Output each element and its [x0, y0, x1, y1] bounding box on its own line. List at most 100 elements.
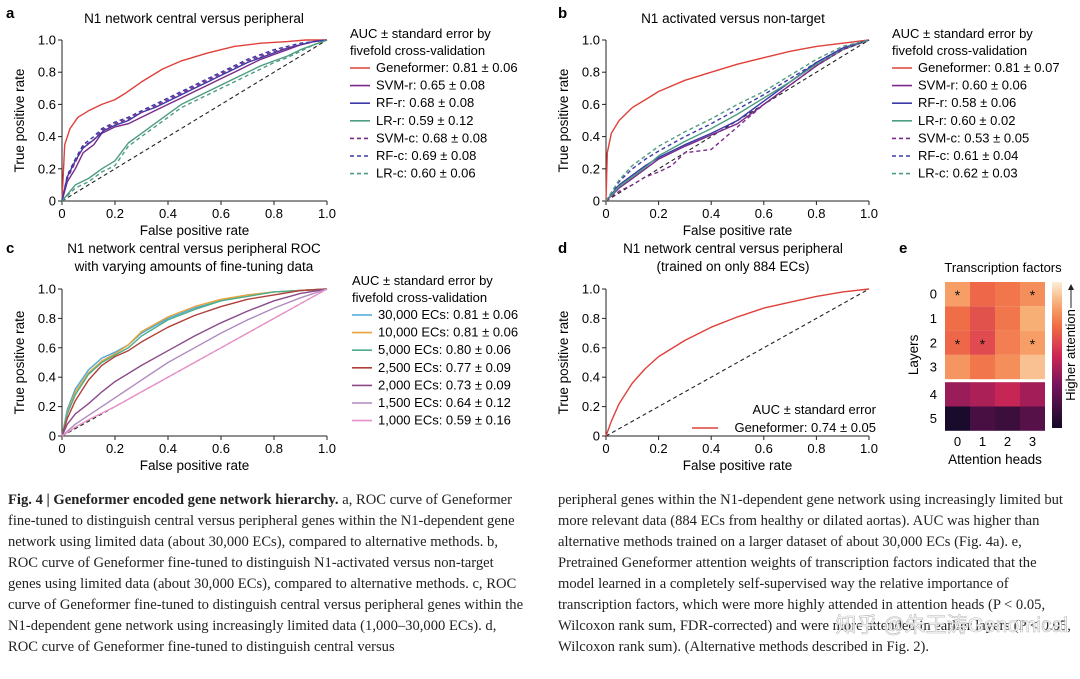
panel-c: c N1 network central versus peripheral R… [6, 240, 518, 473]
x-tick-label: 0.2 [106, 441, 124, 456]
heatmap-cell [1020, 330, 1045, 355]
legend-label: 1,000 ECs: 0.59 ± 0.16 [378, 413, 511, 428]
chance-diagonal [61, 39, 328, 202]
x-tick-label: 0.4 [702, 441, 720, 456]
series-line [605, 39, 870, 202]
panel-c-title-2: with varying amounts of fine-tuning data [74, 259, 314, 274]
heatmap-cell [945, 354, 970, 380]
heatmap-cell [970, 382, 995, 407]
y-tick-label: 1.0 [582, 33, 600, 48]
legend-label: Geneformer: 0.74 ± 0.05 [734, 420, 876, 435]
legend-label: SVM-c: 0.68 ± 0.08 [376, 130, 487, 145]
panel-b: b N1 activated versus non-target AUC ± s… [556, 5, 1060, 238]
heatmap-cell [945, 306, 970, 331]
panel-c-legend-title-2: fivefold cross-validation [352, 290, 487, 305]
y-tick-label: 0.2 [38, 161, 56, 176]
legend-label: SVM-r: 0.60 ± 0.06 [918, 78, 1027, 93]
panel-e: e Transcription factors 0 1 2 3 4 5 * * * * * 0 1 2 3 At… [899, 240, 1078, 467]
y-tick-label: 0 [593, 194, 600, 209]
panel-d: d N1 network central versus peripheral (… [556, 240, 878, 473]
x-tick-label: 0.2 [650, 206, 668, 221]
y-tick-label: 1.0 [38, 282, 56, 297]
heatmap-cell [995, 282, 1020, 307]
x-tick-label: 0.2 [650, 441, 668, 456]
series-line [61, 288, 328, 437]
legend-label: 2,000 ECs: 0.73 ± 0.09 [378, 377, 511, 392]
panel-b-legend: Geneformer: 0.81 ± 0.07 SVM-r: 0.60 ± 0.0… [892, 60, 1060, 181]
significance-marker: * [980, 336, 986, 352]
y-tick-label: 0.4 [38, 370, 56, 385]
series-line [61, 39, 328, 202]
panel-b-title: N1 activated versus non-target [641, 11, 825, 26]
heatmap-row-label: 5 [930, 411, 937, 426]
heatmap-col-label: 1 [979, 434, 986, 449]
y-tick-label: 0 [49, 429, 56, 444]
y-tick-label: 0.8 [582, 65, 600, 80]
heatmap-row-label: 2 [930, 335, 937, 350]
x-tick-label: 0 [602, 441, 609, 456]
y-tick-label: 1.0 [582, 282, 600, 297]
y-tick-label: 0.4 [38, 129, 56, 144]
legend-label: 10,000 ECs: 0.81 ± 0.06 [378, 325, 518, 340]
heatmap-cell [945, 282, 970, 307]
y-tick-label: 0.6 [38, 97, 56, 112]
series-line [61, 288, 328, 437]
x-tick-label: 0.6 [755, 441, 773, 456]
colorbar [1052, 282, 1062, 428]
heatmap-row-label: 1 [930, 311, 937, 326]
heatmap-cell [995, 406, 1020, 431]
legend-label: RF-r: 0.68 ± 0.08 [376, 95, 474, 110]
heatmap-cell [970, 282, 995, 307]
y-axis-label: True positive rate [12, 311, 27, 415]
legend-label: LR-c: 0.60 ± 0.06 [376, 166, 476, 181]
y-tick-label: 0.6 [582, 97, 600, 112]
legend-label: SVM-r: 0.65 ± 0.08 [376, 78, 485, 93]
heatmap-cell [1020, 282, 1045, 307]
heatmap-cell [995, 382, 1020, 407]
heatmap-row-label: 3 [930, 360, 937, 375]
heatmap-x-axis-label: Attention heads [948, 452, 1042, 467]
heatmap-cell [970, 330, 995, 355]
x-tick-label: 0.2 [106, 206, 124, 221]
x-tick-label: 0.6 [212, 206, 230, 221]
heatmap-cell [1020, 354, 1045, 380]
y-tick-label: 1.0 [38, 33, 56, 48]
panel-letter-d: d [558, 240, 567, 257]
y-tick-label: 0.6 [38, 340, 56, 355]
significance-marker: * [1030, 287, 1036, 303]
figure-canvas: a N1 network central versus peripheral A… [6, 5, 1078, 473]
heatmap-cell [970, 354, 995, 380]
heatmap-col-label: 0 [954, 434, 961, 449]
x-tick-label: 0.4 [159, 441, 177, 456]
x-tick-label: 1.0 [318, 206, 336, 221]
heatmap-cell [945, 382, 970, 407]
series-line [61, 39, 328, 202]
y-axis-label: True positive rate [12, 69, 27, 173]
heatmap-cell [995, 306, 1020, 331]
y-tick-label: 0.2 [582, 161, 600, 176]
panel-d-title-2: (trained on only 884 ECs) [656, 259, 809, 274]
x-tick-label: 1.0 [860, 441, 878, 456]
y-axis-label: True positive rate [556, 311, 571, 415]
significance-marker: * [955, 287, 961, 303]
y-tick-label: 0 [593, 429, 600, 444]
legend-label: 1,500 ECs: 0.64 ± 0.12 [378, 395, 511, 410]
watermark: 知乎 @朱王涛Genomical [835, 614, 1068, 637]
heatmap-cell [970, 306, 995, 331]
panel-d-legend: Geneformer: 0.74 ± 0.05 [692, 420, 876, 435]
x-tick-label: 0 [58, 441, 65, 456]
series-line [61, 288, 328, 437]
legend-label: LR-c: 0.62 ± 0.03 [918, 166, 1018, 181]
legend-label: Geneformer: 0.81 ± 0.07 [918, 60, 1060, 75]
series-line [61, 39, 328, 202]
panel-letter-c: c [6, 240, 14, 257]
panel-a-legend: Geneformer: 0.81 ± 0.06 SVM-r: 0.65 ± 0.0… [350, 60, 518, 181]
panel-c-title-1: N1 network central versus peripheral ROC [67, 241, 321, 256]
legend-label: 2,500 ECs: 0.77 ± 0.09 [378, 360, 511, 375]
y-tick-label: 0.4 [582, 129, 600, 144]
x-tick-label: 0.8 [265, 441, 283, 456]
y-tick-label: 0 [49, 194, 56, 209]
heatmap-cell [945, 330, 970, 355]
colorbar-label: Higher attention [1063, 309, 1078, 401]
